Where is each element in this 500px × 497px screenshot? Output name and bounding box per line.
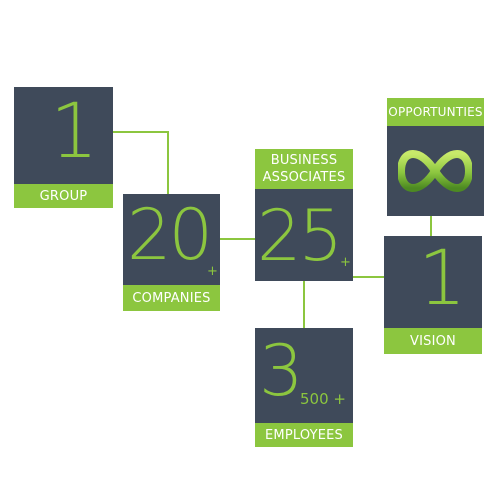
opportunities-label: OPPORTUNTIES — [387, 98, 484, 126]
associates-number: 25 — [257, 195, 343, 277]
employees-number: 3 — [259, 330, 304, 412]
connector-associates-employees — [303, 280, 305, 329]
connector-associates-vision — [352, 276, 385, 278]
connector-opportunities-vision — [430, 216, 432, 237]
associates-plus: + — [340, 255, 351, 270]
connector-companies-associates — [220, 238, 256, 240]
group-tile: 1 GROUP — [14, 87, 113, 208]
employees-tile: 3 500 + EMPLOYEES — [255, 328, 353, 447]
connector-group-companies-v — [167, 131, 169, 194]
opportunities-tile: OPPORTUNTIES — [387, 98, 484, 216]
group-number: 1 — [50, 86, 99, 175]
associates-label: BUSINESS ASSOCIATES — [255, 149, 353, 189]
connector-group-companies-h — [113, 131, 169, 133]
companies-number: 20 — [127, 194, 213, 276]
associates-label-line2: ASSOCIATES — [262, 170, 346, 185]
companies-tile: 20 + COMPANIES — [123, 194, 220, 311]
companies-label: COMPANIES — [123, 285, 220, 311]
companies-plus: + — [207, 264, 218, 279]
associates-tile: BUSINESS ASSOCIATES 25 + — [255, 149, 353, 281]
associates-label-line1: BUSINESS — [270, 153, 338, 168]
employees-suffix: 500 + — [300, 390, 346, 408]
infinity-icon — [398, 150, 472, 192]
vision-tile: 1 VISION — [384, 236, 482, 354]
group-label: GROUP — [14, 184, 113, 208]
vision-number: 1 — [418, 233, 467, 322]
vision-label: VISION — [384, 328, 482, 354]
employees-label: EMPLOYEES — [255, 423, 353, 447]
